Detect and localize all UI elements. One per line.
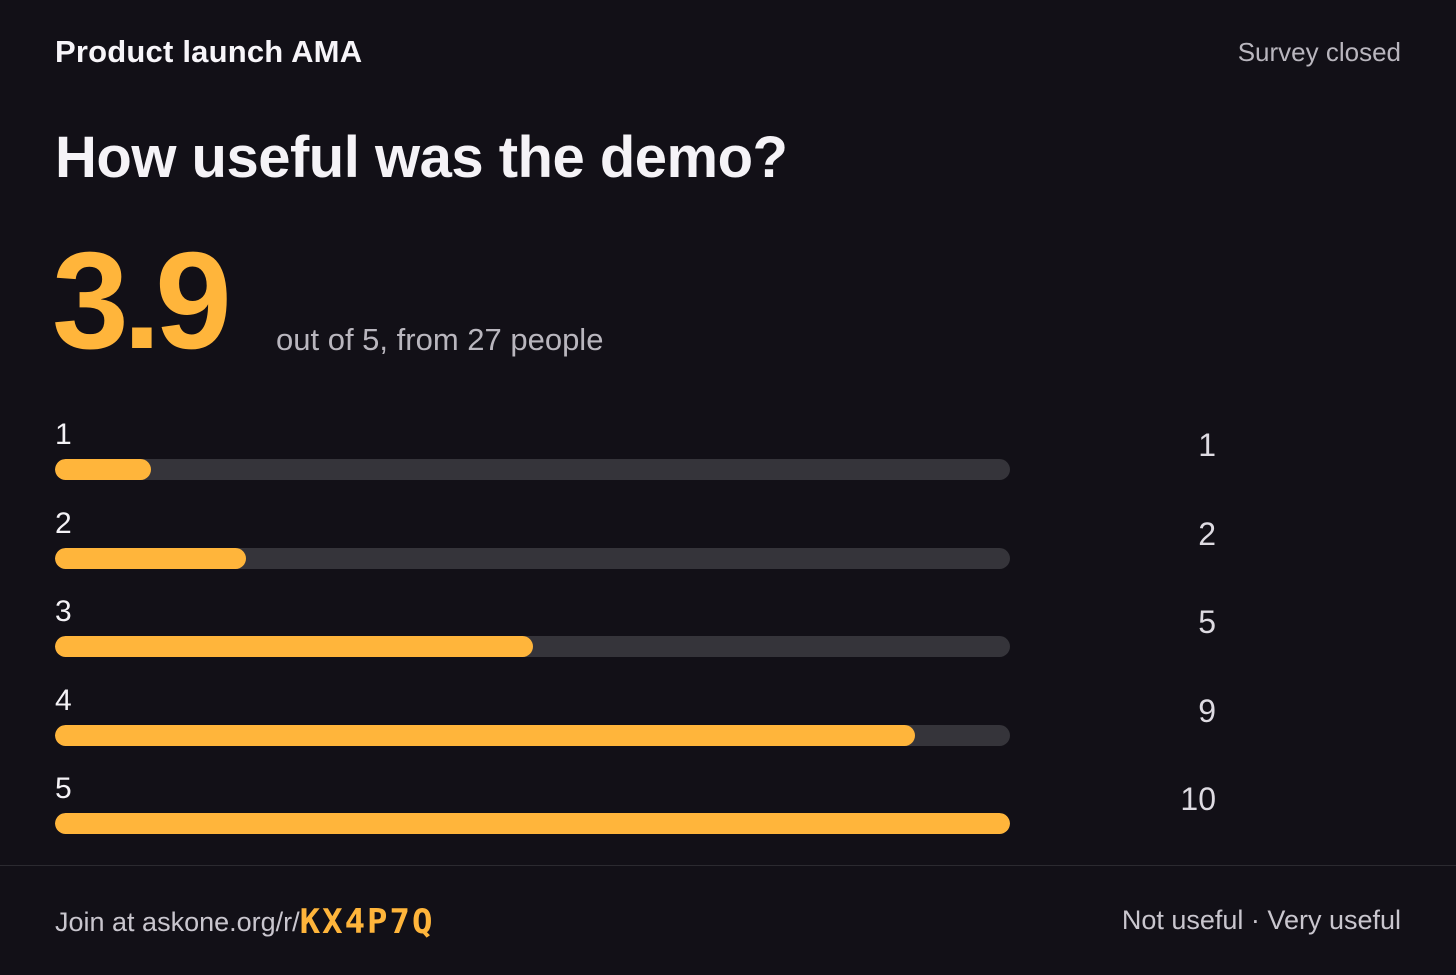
rating-count: 2 [1198,515,1216,552]
bar-track [55,547,1010,569]
join-code: KX4P7Q [299,902,435,942]
rating-label: 2 [55,506,72,540]
average-score: 3.9 [52,224,232,378]
rating-count: 5 [1198,604,1216,640]
rating-row: 5 10 [55,772,1255,861]
bar-fill [55,724,915,746]
rating-label: 1 [55,418,72,451]
bar-fill [55,636,533,657]
bar-track [55,636,1010,657]
survey-status: Survey closed [1237,37,1401,67]
scale-labels: Not useful · Very useful [1121,905,1401,935]
score-caption: out of 5, from 27 people [276,322,604,357]
question-text: How useful was the demo? [55,125,788,190]
rating-distribution-chart: 1 1 2 2 3 5 4 9 5 10 [55,418,1255,861]
rating-label: 5 [55,772,72,805]
bar-fill [55,459,151,480]
rating-label: 4 [55,683,72,717]
bar-track [55,459,1010,480]
survey-title: Product launch AMA [55,34,363,69]
bar-track [55,813,1010,834]
footer-divider [0,865,1456,866]
bar-fill [55,813,1010,834]
join-instructions: Join at askone.org/r/KX4P7Q [55,902,434,942]
rating-count: 9 [1198,692,1216,729]
rating-count: 1 [1198,427,1216,463]
rating-count: 10 [1180,781,1216,817]
rating-label: 3 [55,595,72,628]
join-url[interactable]: Join at askone.org/r/ [55,907,300,937]
bar-fill [55,547,246,569]
bar-track [55,724,1010,746]
